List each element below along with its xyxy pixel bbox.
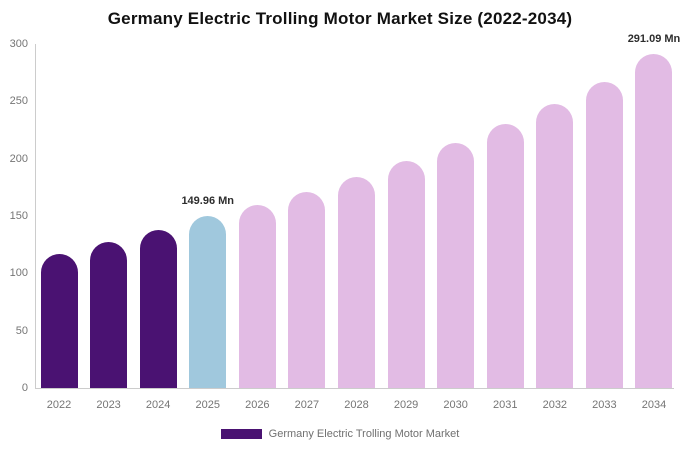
y-tick-50: 50 [15,324,28,337]
bar-2024[interactable] [139,229,177,388]
bar-2025[interactable] [189,216,227,388]
y-tick-100: 100 [9,267,28,280]
x-tick-2030: 2030 [443,399,468,411]
y-tick-250: 250 [9,95,28,108]
bar-2022[interactable] [40,253,78,388]
x-tick-2025: 2025 [195,399,220,411]
bar-2031[interactable] [486,124,524,388]
bar-2030[interactable] [437,142,475,388]
y-tick-200: 200 [9,152,28,165]
x-tick-2022: 2022 [46,399,72,411]
legend[interactable]: Germany Electric Trolling Motor Market [0,426,680,442]
y-tick-150: 150 [9,210,28,222]
bar-2023[interactable] [90,242,128,388]
x-tick-2023: 2023 [96,399,121,411]
x-tick-2033: 2033 [592,399,617,411]
x-tick-2026: 2026 [245,399,270,411]
bar-value-label-2025: 149.96 Mn [181,195,235,208]
bar-2029[interactable] [387,160,425,388]
bar-2026[interactable] [238,204,276,388]
bar-2032[interactable] [536,103,574,388]
y-tick-0: 0 [21,382,28,394]
bar-value-label-2034: 291.09 Mn [627,33,680,46]
x-tick-2032: 2032 [542,399,568,411]
x-tick-2031: 2031 [492,399,518,411]
legend-swatch [220,429,262,439]
y-tick-300: 300 [9,38,28,50]
bar-2028[interactable] [337,177,375,388]
bar-2033[interactable] [585,81,623,388]
x-tick-2027: 2027 [294,399,320,411]
legend-label: Germany Electric Trolling Motor Market [268,428,460,440]
chart-title: Germany Electric Trolling Motor Market S… [107,9,573,28]
x-tick-2024: 2024 [145,399,171,411]
bar-2027[interactable] [288,191,326,388]
x-tick-2034: 2034 [641,399,667,411]
bar-2034[interactable] [635,54,673,388]
x-tick-2028: 2028 [344,399,369,411]
y-axis-line [35,44,36,388]
x-tick-2029: 2029 [393,399,419,411]
x-axis-line [35,388,674,389]
